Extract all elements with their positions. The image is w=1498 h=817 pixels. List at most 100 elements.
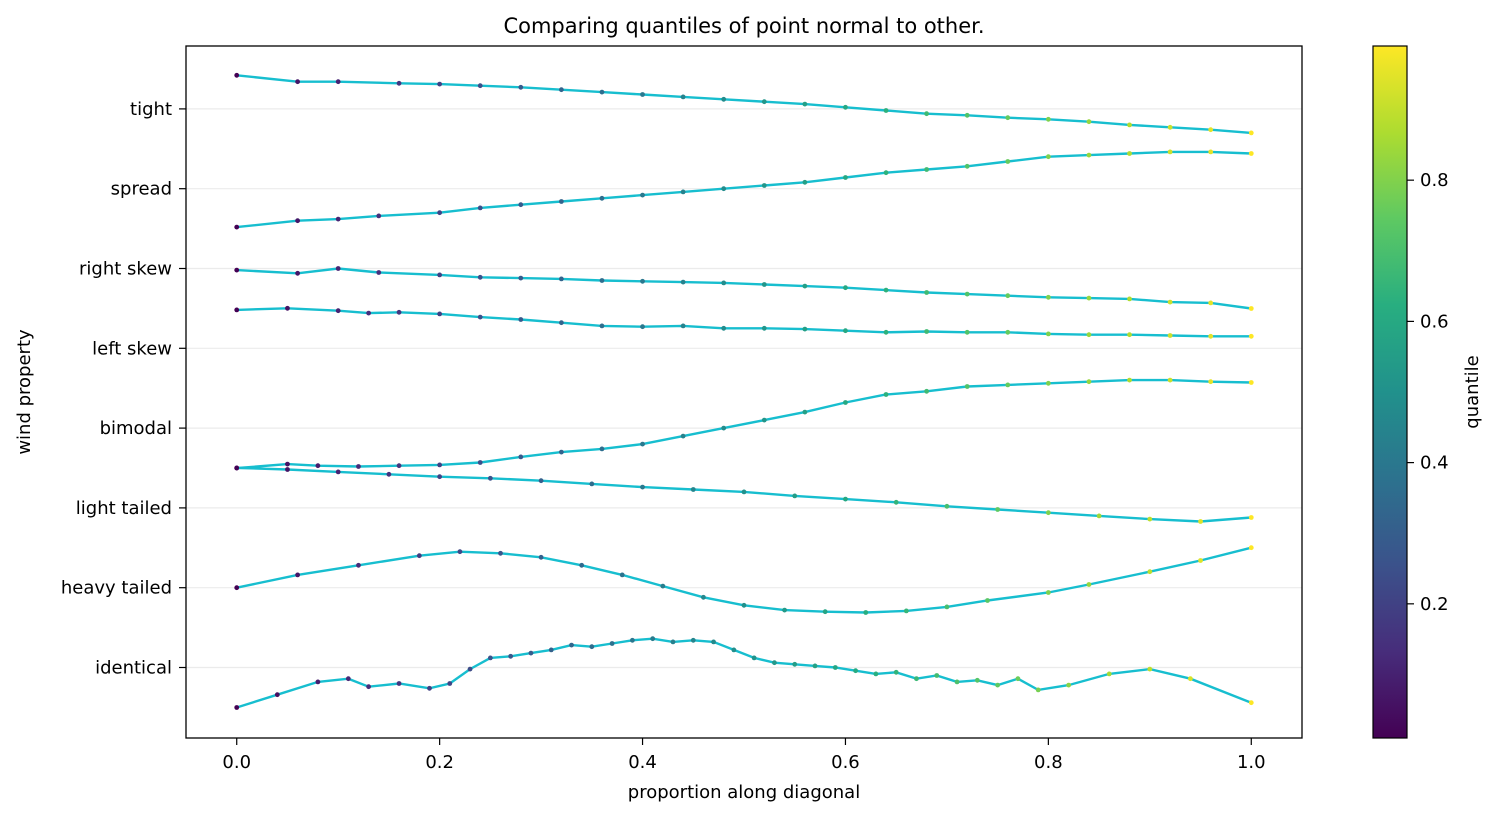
quantile-point bbox=[416, 553, 422, 559]
quantile-point bbox=[558, 199, 564, 204]
quantile-point bbox=[873, 671, 879, 677]
quantile-point bbox=[1005, 293, 1011, 299]
quantile-point bbox=[396, 463, 402, 469]
quantile-point bbox=[843, 285, 848, 291]
quantile-point bbox=[761, 282, 767, 287]
quantile-point bbox=[477, 460, 483, 465]
y-axis-label: wind property bbox=[14, 329, 35, 455]
quantile-point bbox=[274, 692, 280, 698]
quantile-point bbox=[335, 79, 341, 85]
quantile-point bbox=[1248, 306, 1254, 311]
quantile-point bbox=[1248, 151, 1254, 156]
quantile-point bbox=[1086, 379, 1092, 385]
quantile-point bbox=[437, 462, 443, 468]
quantile-point bbox=[680, 433, 686, 439]
quantile-point bbox=[538, 554, 544, 560]
quantile-point bbox=[721, 96, 727, 102]
quantile-point bbox=[812, 663, 818, 669]
quantile-point bbox=[569, 642, 574, 648]
quantile-point bbox=[1208, 300, 1214, 306]
quantile-point bbox=[680, 189, 686, 195]
colorbar bbox=[1372, 45, 1408, 739]
quantile-point bbox=[741, 602, 747, 608]
quantile-point bbox=[1127, 122, 1132, 128]
quantile-point bbox=[477, 83, 483, 89]
quantile-point bbox=[1248, 333, 1254, 339]
colorbar-tick-label: 0.4 bbox=[1420, 453, 1449, 474]
quantile-point bbox=[376, 213, 382, 219]
y-tick-label: spread bbox=[111, 179, 172, 200]
quantile-point bbox=[1045, 154, 1051, 160]
x-axis-label: proportion along diagonal bbox=[628, 782, 860, 803]
quantile-point bbox=[721, 325, 727, 331]
quantile-point bbox=[883, 170, 889, 176]
quantile-point bbox=[721, 425, 727, 431]
quantile-point bbox=[1045, 116, 1051, 122]
quantile-point bbox=[234, 585, 240, 591]
quantile-point bbox=[1045, 380, 1051, 386]
y-tick-label: identical bbox=[95, 658, 172, 679]
quantile-point bbox=[1066, 682, 1072, 688]
x-tick-label: 0.6 bbox=[831, 752, 860, 773]
quantile-point bbox=[1127, 296, 1132, 302]
quantile-point bbox=[721, 280, 727, 286]
quantile-point bbox=[792, 493, 798, 499]
quantile-point bbox=[995, 507, 1001, 512]
quantile-point bbox=[376, 270, 382, 275]
quantile-point bbox=[985, 598, 990, 603]
quantile-point bbox=[1147, 666, 1153, 672]
quantile-point bbox=[1045, 590, 1051, 595]
quantile-point bbox=[832, 665, 838, 670]
quantile-point bbox=[1005, 115, 1011, 121]
series-line bbox=[236, 637, 1252, 709]
quantile-point bbox=[518, 275, 524, 281]
quantile-point bbox=[883, 287, 889, 293]
quantile-point bbox=[335, 308, 341, 314]
quantile-point bbox=[741, 489, 747, 495]
quantile-point bbox=[883, 108, 889, 113]
quantile-point bbox=[822, 609, 828, 615]
quantile-point bbox=[1015, 676, 1021, 682]
quantile-point bbox=[234, 267, 240, 273]
y-tick-label: heavy tailed bbox=[61, 578, 172, 599]
quantile-point bbox=[589, 481, 595, 487]
colorbar-label: quantile bbox=[1462, 355, 1483, 428]
quantile-point bbox=[1208, 127, 1214, 133]
quantile-point bbox=[954, 679, 960, 685]
quantile-point bbox=[1045, 510, 1051, 516]
colorbar-tick-label: 0.2 bbox=[1420, 594, 1449, 615]
quantile-point bbox=[467, 666, 473, 672]
quantile-point bbox=[944, 503, 950, 509]
quantile-point bbox=[1005, 159, 1011, 164]
x-tick-label: 0.0 bbox=[222, 752, 251, 773]
quantile-point bbox=[964, 384, 970, 389]
quantile-point bbox=[599, 446, 605, 452]
series-line bbox=[236, 150, 1252, 229]
quantile-point bbox=[1086, 119, 1092, 125]
quantile-point bbox=[518, 84, 524, 90]
quantile-point bbox=[1127, 151, 1132, 156]
quantile-point bbox=[1208, 379, 1214, 385]
quantile-point bbox=[1106, 671, 1112, 677]
quantile-point bbox=[1005, 382, 1011, 388]
quantile-point bbox=[285, 461, 290, 467]
quantile-point bbox=[477, 205, 483, 211]
quantile-point bbox=[538, 478, 544, 484]
quantile-point bbox=[853, 668, 858, 674]
quantile-point bbox=[609, 641, 615, 646]
x-tick-label: 0.2 bbox=[425, 752, 454, 773]
series-line bbox=[236, 74, 1252, 135]
quantile-point bbox=[599, 195, 605, 201]
quantile-point bbox=[366, 310, 372, 316]
quantile-point bbox=[345, 676, 351, 682]
quantile-point bbox=[1208, 333, 1214, 339]
quantile-point bbox=[518, 317, 524, 322]
quantile-point bbox=[1198, 558, 1203, 563]
quantile-point bbox=[234, 705, 240, 710]
quantile-point bbox=[396, 80, 402, 86]
quantile-point bbox=[761, 99, 767, 105]
quantile-point bbox=[640, 92, 645, 97]
y-tick-label: right skew bbox=[79, 259, 172, 280]
quantile-point bbox=[843, 104, 848, 110]
